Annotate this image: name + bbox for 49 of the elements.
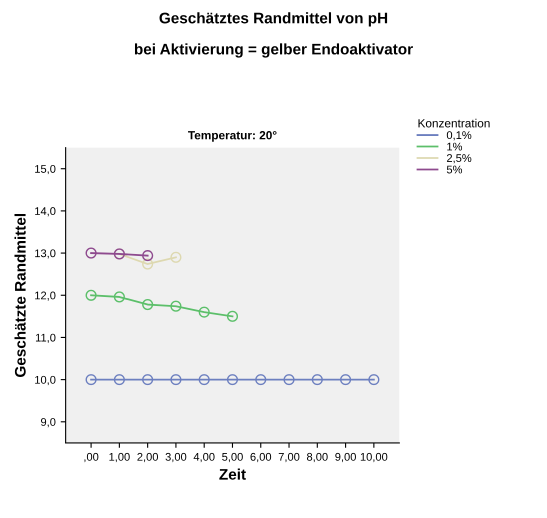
x-tick-label: 3,00 [166, 452, 186, 462]
y-axis-title: Geschätzte Randmittel [14, 214, 26, 377]
legend-title: Konzentration [418, 118, 490, 128]
x-tick-label: 4,00 [194, 452, 215, 462]
point [170, 252, 182, 263]
point [142, 250, 154, 262]
x-tick-label: 10,00 [360, 452, 388, 462]
point [86, 290, 97, 301]
y-tick-label: 11,0 [36, 334, 56, 343]
point [226, 310, 238, 322]
x-tick-label: 8,00 [306, 452, 328, 462]
y-tick-label: 9,0 [40, 418, 56, 428]
chart-subtitle: bei Aktivierung = gelber Endoaktivator [134, 43, 413, 58]
point [368, 374, 380, 386]
point [170, 300, 182, 312]
point [142, 374, 154, 386]
y-tick-label: 14,0 [35, 207, 56, 216]
point [86, 248, 97, 259]
point [198, 306, 210, 318]
point [170, 374, 182, 386]
point [283, 374, 295, 386]
point [142, 298, 154, 310]
point [226, 374, 238, 386]
x-tick-label: 7,00 [278, 452, 300, 462]
point [86, 374, 97, 386]
legend-label: 0,1% [446, 131, 472, 140]
point [312, 374, 323, 386]
x-tick-label: 5,00 [222, 452, 243, 462]
x-axis-title: Zeit [219, 468, 246, 480]
x-tick-label: ,00 [84, 452, 98, 462]
chart-title: Geschätztes Randmittel von pH [160, 12, 388, 26]
x-tick-label: 6,00 [250, 452, 272, 462]
point [198, 374, 210, 386]
y-tick-label: 10,0 [35, 376, 56, 386]
x-tick-label: 9,00 [335, 452, 356, 462]
y-tick-label: 13,0 [35, 249, 56, 259]
y-tick-label: 15,0 [35, 164, 56, 174]
point [255, 374, 266, 386]
point [114, 291, 125, 303]
legend-label: 2,5% [446, 154, 472, 164]
point [142, 258, 154, 270]
text: Temperatur: 20° [188, 131, 277, 142]
y-tick-label: 12,0 [35, 292, 56, 301]
x-tick-label: 2,00 [137, 452, 158, 462]
point [114, 374, 125, 386]
legend-label: 1% [447, 142, 462, 150]
legend-label: 5% [446, 166, 462, 174]
x-tick-label: 1,00 [109, 452, 130, 462]
point [340, 374, 352, 386]
